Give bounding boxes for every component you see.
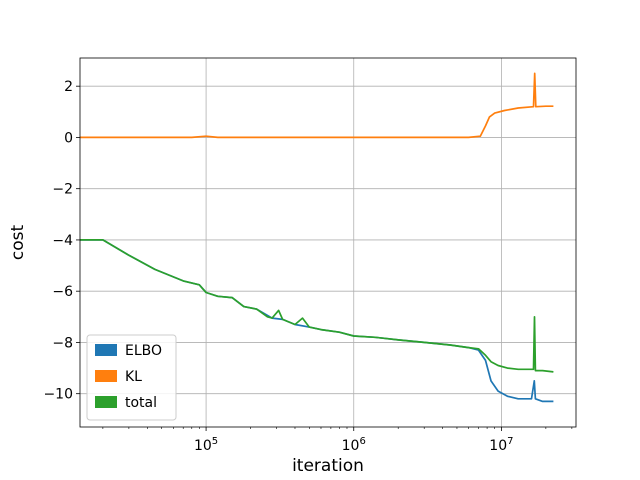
y-tick-label: 2 (64, 79, 73, 95)
x-tick-label: 105 (194, 436, 218, 454)
y-tick-label: −2 (52, 182, 73, 198)
y-tick-label: −4 (52, 233, 73, 249)
series-lines (80, 72, 554, 403)
series-line-total (80, 239, 554, 373)
plot-frame (79, 57, 577, 428)
x-tick-label: 106 (342, 436, 366, 454)
legend-swatch-total (95, 396, 117, 408)
axis-ticks: 105 106 107 2 0 −2 −4 −6 −8 −10 (43, 79, 573, 454)
legend-label-elbo: ELBO (125, 343, 162, 359)
x-axis-label: iteration (292, 456, 364, 476)
x-tick-label: 107 (489, 436, 513, 454)
y-tick-label: 0 (64, 130, 73, 146)
y-tick-label: −8 (52, 335, 73, 351)
legend: ELBO KL total (86, 334, 177, 421)
y-tick-label: −6 (52, 284, 73, 300)
y-axis-label: cost (8, 225, 28, 261)
legend-label-total: total (125, 395, 157, 411)
legend-label-kl: KL (125, 369, 142, 385)
y-tick-label: −10 (43, 387, 73, 403)
series-line-kl (80, 72, 554, 139)
legend-swatch-kl (95, 370, 117, 382)
legend-swatch-elbo (95, 344, 117, 356)
